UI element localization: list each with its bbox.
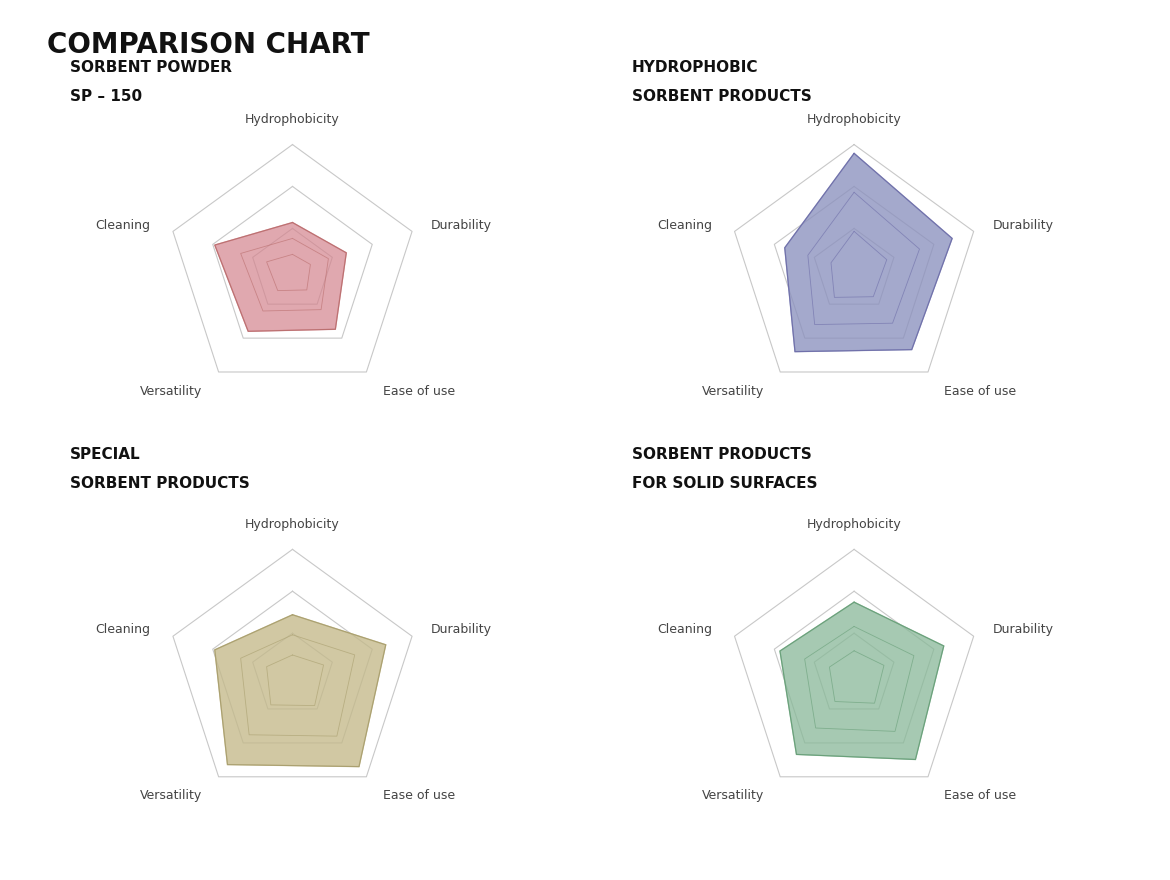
Text: Ease of use: Ease of use bbox=[944, 789, 1017, 803]
Polygon shape bbox=[785, 153, 952, 352]
Text: Hydrophobicity: Hydrophobicity bbox=[246, 517, 339, 531]
Text: Cleaning: Cleaning bbox=[656, 623, 711, 636]
Text: Cleaning: Cleaning bbox=[95, 623, 150, 636]
Polygon shape bbox=[780, 602, 944, 759]
Polygon shape bbox=[215, 223, 346, 331]
Text: Versatility: Versatility bbox=[140, 385, 202, 398]
Text: Ease of use: Ease of use bbox=[944, 385, 1017, 398]
Text: Cleaning: Cleaning bbox=[656, 218, 711, 231]
Text: FOR SOLID SURFACES: FOR SOLID SURFACES bbox=[632, 476, 818, 491]
Text: Durability: Durability bbox=[431, 218, 491, 231]
Text: Cleaning: Cleaning bbox=[95, 218, 150, 231]
Text: Versatility: Versatility bbox=[702, 385, 764, 398]
Text: SORBENT PRODUCTS: SORBENT PRODUCTS bbox=[70, 476, 250, 491]
Text: Hydrophobicity: Hydrophobicity bbox=[807, 517, 901, 531]
Text: Ease of use: Ease of use bbox=[383, 385, 455, 398]
Text: SP – 150: SP – 150 bbox=[70, 89, 143, 104]
Polygon shape bbox=[215, 615, 386, 766]
Text: Versatility: Versatility bbox=[140, 789, 202, 803]
Text: SORBENT POWDER: SORBENT POWDER bbox=[70, 60, 232, 75]
Text: Hydrophobicity: Hydrophobicity bbox=[807, 113, 901, 126]
Text: Hydrophobicity: Hydrophobicity bbox=[246, 113, 339, 126]
Text: HYDROPHOBIC: HYDROPHOBIC bbox=[632, 60, 758, 75]
Text: SORBENT PRODUCTS: SORBENT PRODUCTS bbox=[632, 89, 812, 104]
Text: Versatility: Versatility bbox=[702, 789, 764, 803]
Text: SPECIAL: SPECIAL bbox=[70, 447, 140, 462]
Text: Durability: Durability bbox=[992, 623, 1053, 636]
Text: Durability: Durability bbox=[992, 218, 1053, 231]
Text: COMPARISON CHART: COMPARISON CHART bbox=[47, 31, 370, 59]
Text: SORBENT PRODUCTS: SORBENT PRODUCTS bbox=[632, 447, 812, 462]
Text: Ease of use: Ease of use bbox=[383, 789, 455, 803]
Text: Durability: Durability bbox=[431, 623, 491, 636]
